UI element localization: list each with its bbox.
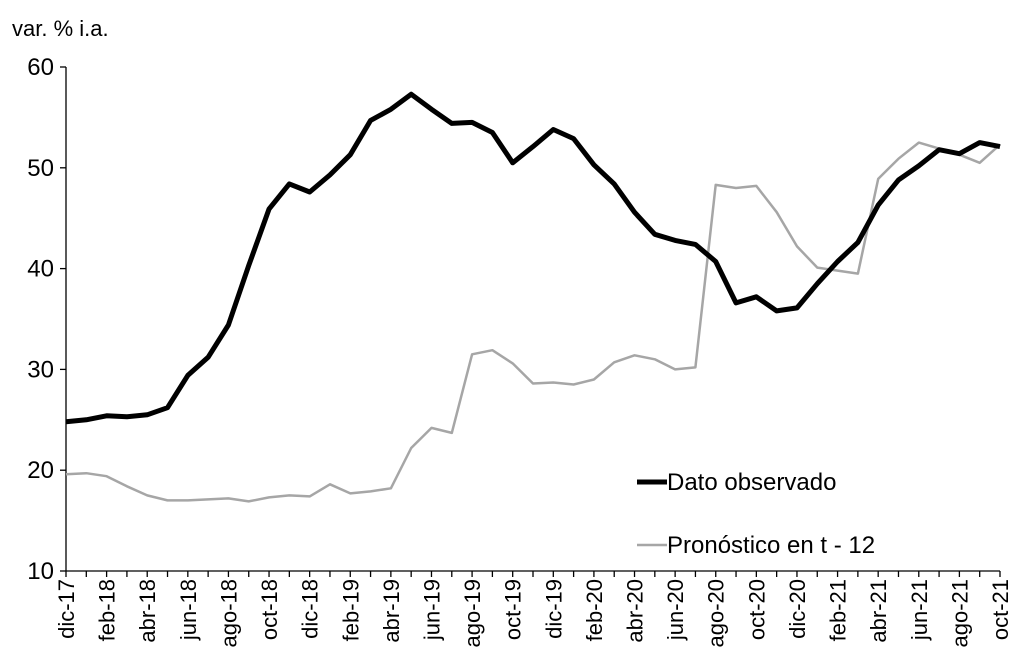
x-tick-label: feb-18 [95, 579, 120, 641]
y-tick-label: 20 [27, 457, 54, 484]
data-line [65, 141, 1001, 503]
x-tick-label: jun-20 [663, 579, 688, 641]
x-tick-label: dic-18 [298, 579, 323, 639]
x-tick-label: oct-18 [257, 579, 282, 640]
x-tick-label: jun-21 [907, 579, 932, 641]
x-tick-label: dic-19 [541, 579, 566, 639]
legend-label: Dato observado [667, 469, 836, 496]
x-tick-label: abr-19 [379, 579, 404, 643]
x-tick-label: ago-18 [216, 579, 241, 648]
x-tick-label: feb-20 [582, 579, 607, 641]
x-tick-label: dic-17 [54, 579, 79, 639]
y-tick-label: 40 [27, 256, 54, 283]
x-tick-label: oct-20 [744, 579, 769, 640]
x-tick-label: feb-19 [338, 579, 363, 641]
x-tick-label: oct-21 [988, 579, 1012, 640]
y-tick-label: 30 [27, 356, 54, 383]
x-tick-label: abr-18 [135, 579, 160, 643]
y-tick-label: 50 [27, 155, 54, 182]
x-tick-label: jun-18 [176, 579, 201, 641]
y-tick-label: 10 [27, 558, 54, 585]
x-tick-label: oct-19 [501, 579, 526, 640]
x-tick-label: ago-21 [947, 579, 972, 648]
x-tick-label: jun-19 [419, 579, 444, 641]
x-tick-label: abr-20 [623, 579, 648, 643]
x-tick-label: ago-19 [460, 579, 485, 648]
legend-label: Pronóstico en t - 12 [667, 532, 875, 559]
y-axis-title: var. % i.a. [12, 16, 109, 41]
y-tick-label: 60 [27, 54, 54, 81]
x-tick-label: abr-21 [866, 579, 891, 643]
x-tick-label: dic-20 [785, 579, 810, 639]
data-line [65, 91, 1001, 425]
x-tick-label: feb-21 [826, 579, 851, 641]
x-tick-label: ago-20 [704, 579, 729, 648]
